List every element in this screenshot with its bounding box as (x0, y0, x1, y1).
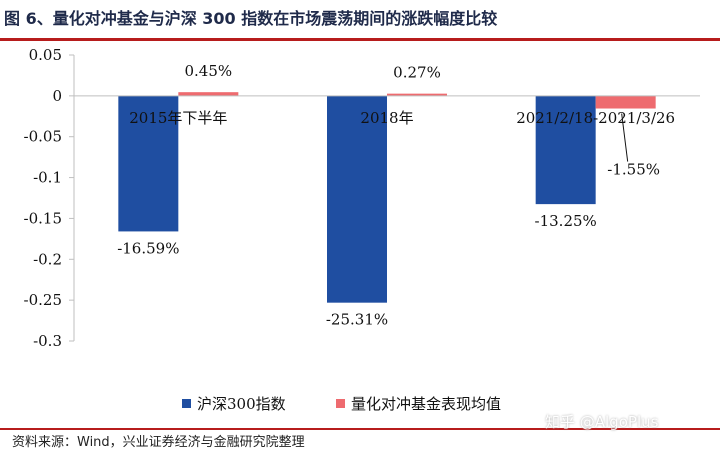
legend-label-1: 沪深300指数 (197, 395, 286, 413)
bar-series2-3 (595, 95, 656, 109)
bar-series1-3 (535, 95, 596, 205)
y-tick-label: 0 (52, 87, 62, 105)
data-label-series1-1: -16.59% (117, 239, 179, 257)
data-labels: -16.59% -25.31% -13.25% 0.45% 0.27% -1.55% (117, 62, 660, 328)
legend: 沪深300指数 量化对冲基金表现均值 (182, 395, 501, 413)
chart-title: 图 6、量化对冲基金与沪深 300 指数在市场震荡期间的涨跌幅度比较 (4, 9, 498, 28)
y-tick-label: 0.05 (29, 46, 62, 64)
bar-series1-2 (327, 95, 387, 303)
source-note: 资料来源：Wind，兴业证券经济与金融研究院整理 (12, 435, 305, 450)
data-label-series2-2: 0.27% (393, 64, 441, 82)
watermark-text: 知乎 @AlgoPlus (545, 413, 659, 431)
y-tick-label: -0.3 (33, 332, 62, 350)
bar-chart: 0.05 0 -0.05 -0.1 -0.15 -0.2 -0.25 -0.3 2015年下半… (24, 46, 700, 413)
y-tick-label: -0.2 (33, 250, 62, 268)
category-labels: 2015年下半年 2018年 2021/2/18-2021/3/26 (129, 109, 675, 127)
y-tick-label: -0.05 (24, 128, 62, 146)
title-rule (0, 38, 720, 41)
bar-series2-1 (178, 92, 239, 96)
legend-swatch-1 (182, 399, 191, 408)
category-label: 2015年下半年 (129, 109, 227, 127)
y-tick-label: -0.15 (24, 209, 62, 227)
y-tick-label: -0.25 (24, 291, 62, 309)
data-label-series1-2: -25.31% (326, 311, 388, 329)
category-label: 2018年 (360, 109, 413, 127)
bars (118, 92, 656, 303)
category-label: 2021/2/18-2021/3/26 (516, 109, 675, 127)
source-rule (0, 428, 720, 430)
data-label-series2-1: 0.45% (185, 62, 233, 80)
y-axis: 0.05 0 -0.05 -0.1 -0.15 -0.2 -0.25 -0.3 (24, 46, 75, 350)
bar-series1-1 (118, 95, 179, 232)
bar-series2-2 (387, 93, 447, 96)
y-tick-label: -0.1 (33, 169, 62, 187)
data-label-series1-3: -13.25% (535, 212, 597, 230)
legend-label-2: 量化对冲基金表现均值 (351, 395, 501, 413)
data-label-leader (621, 113, 629, 162)
data-label-series2-3: -1.55% (607, 161, 660, 179)
legend-swatch-2 (336, 399, 345, 408)
